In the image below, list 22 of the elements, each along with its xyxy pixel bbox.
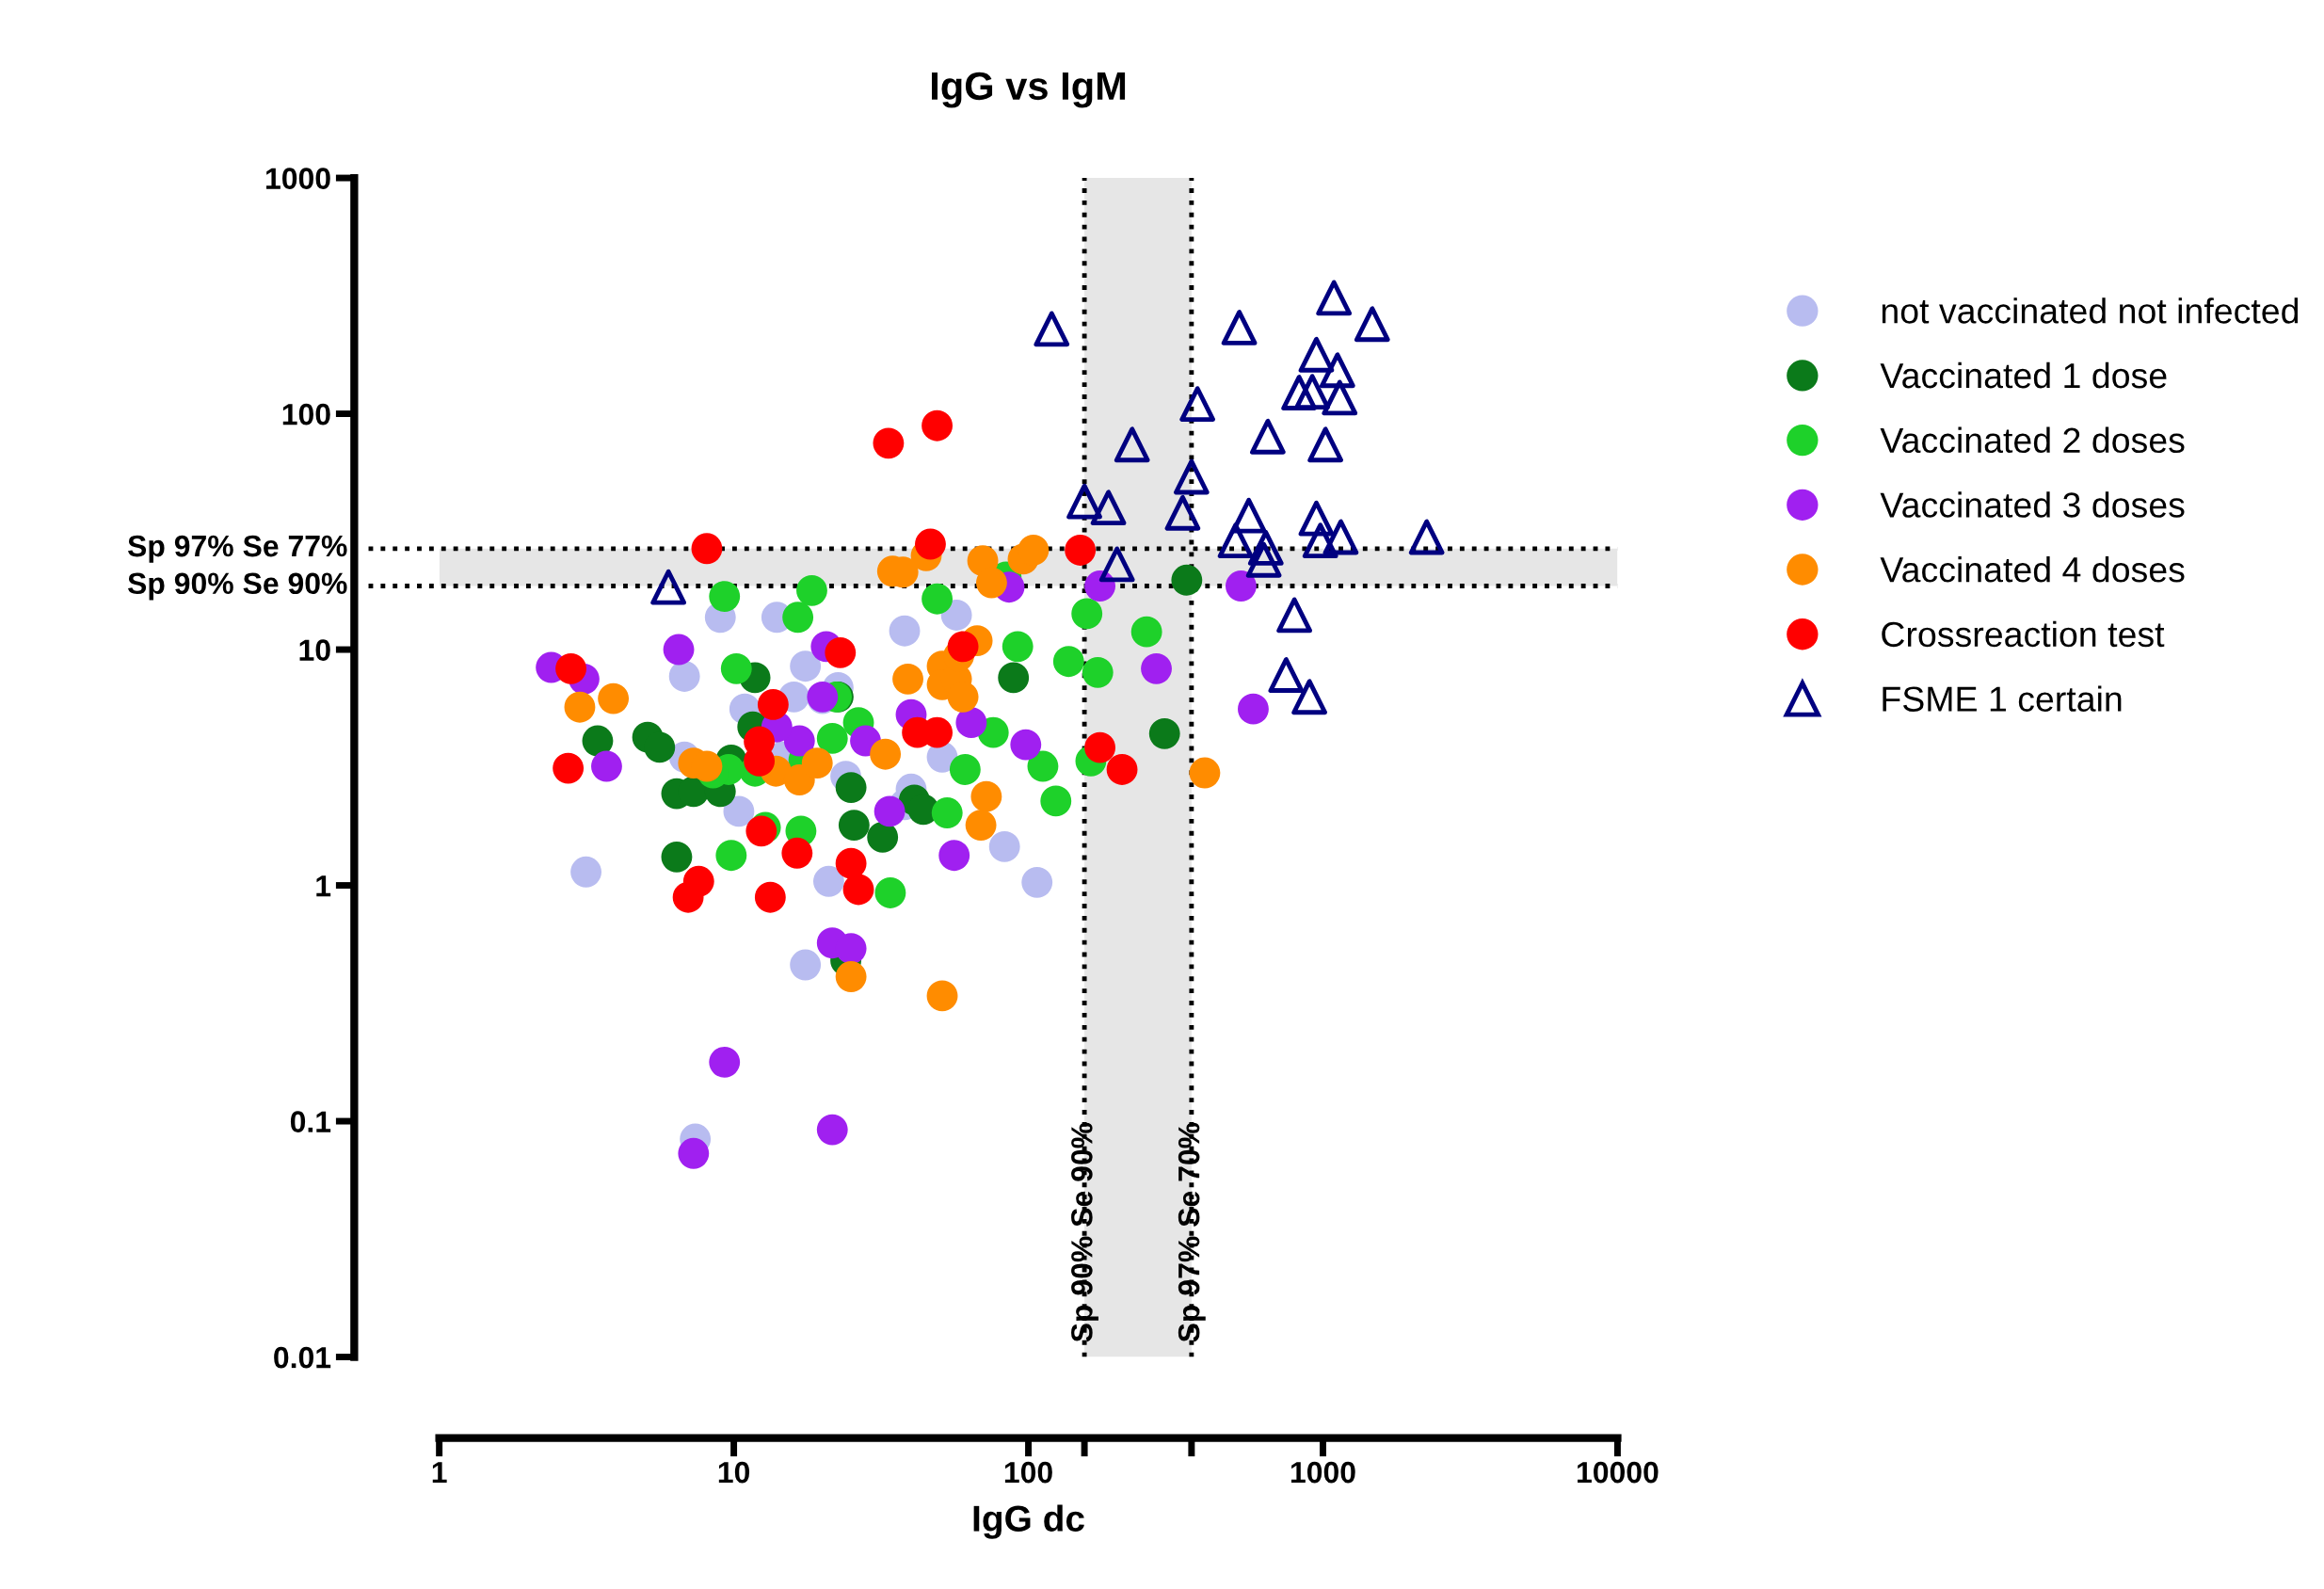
legend-label: Vaccinated 3 doses [1880, 491, 2185, 518]
ref-line-label: Sp 90% Se 90% [127, 572, 347, 601]
y-tick-label: 10 [299, 639, 330, 661]
y-tick-label: 0.1 [290, 1111, 331, 1132]
chart-title: IgG vs IgM [931, 72, 1126, 108]
x-axis-title: IgG dc [973, 1504, 1084, 1539]
x-tick-label: 1 [432, 1462, 447, 1484]
ref-line-label: Sp 97% Se 77% [127, 535, 347, 563]
x-tick-label: 10000 [1578, 1461, 1659, 1484]
legend-label: Vaccinated 1 dose [1880, 361, 2167, 389]
y-tick-label: 100 [282, 403, 330, 425]
x-tick-label: 1000 [1290, 1461, 1355, 1484]
legend-label: not vaccinated not infected [1882, 297, 2299, 324]
y-tick-label: 1000 [266, 168, 330, 189]
legend-label: FSME 1 certain [1883, 685, 2122, 712]
legend-label: Vaccinated 4 doses [1880, 555, 2185, 583]
x-tick-label: 10 [718, 1461, 750, 1484]
x-tick-label: 100 [1004, 1461, 1052, 1484]
legend-label: Vaccinated 2 doses [1880, 426, 2185, 454]
y-tick-label: 0.01 [274, 1346, 331, 1369]
y-tick-label: 1 [316, 875, 331, 897]
legend-label: Crossreaction test [1882, 620, 2165, 648]
